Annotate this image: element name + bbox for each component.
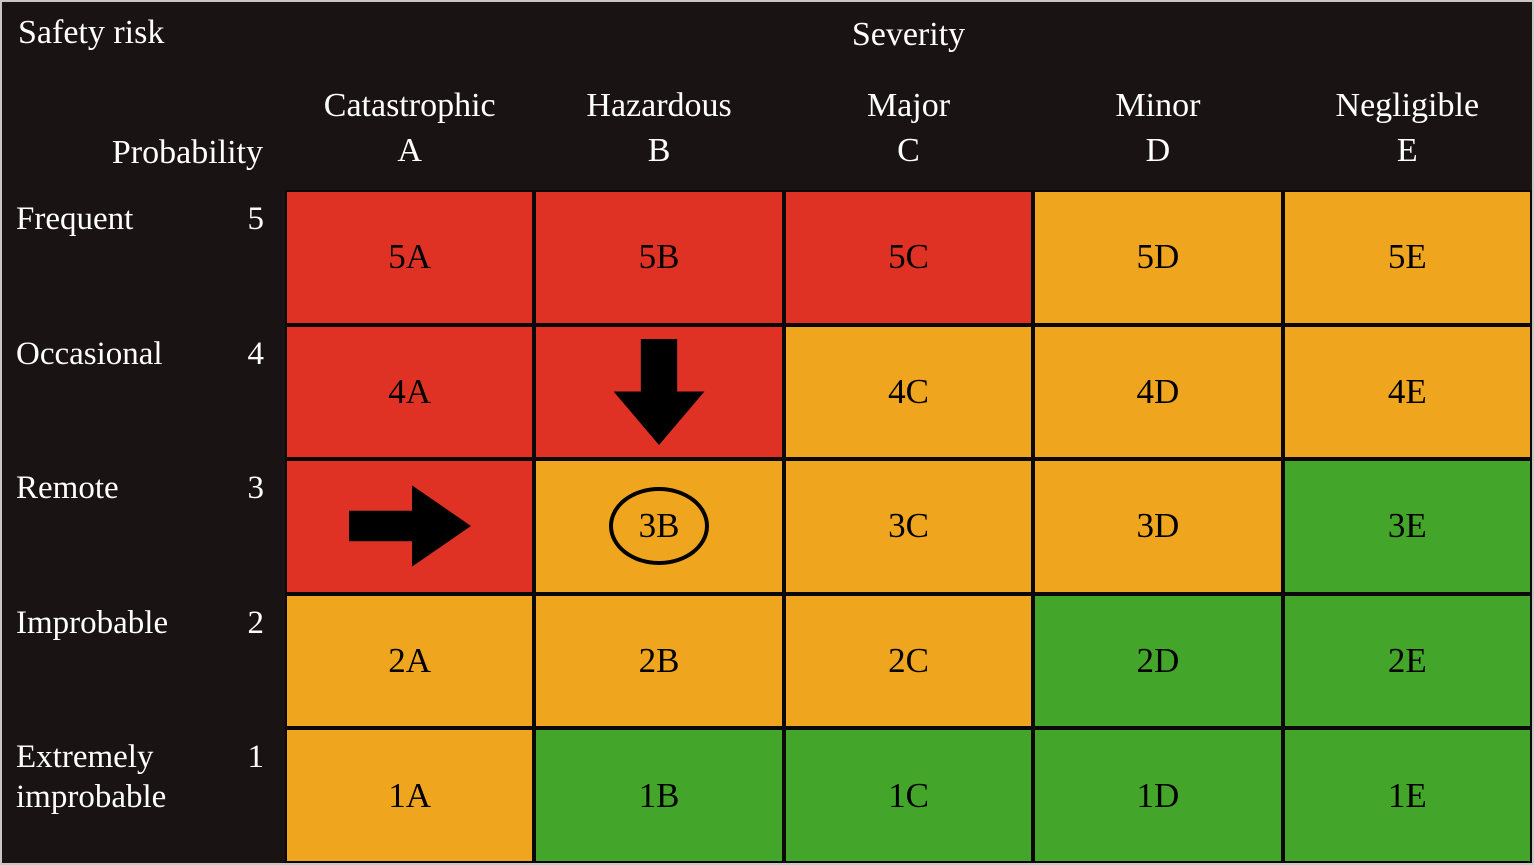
severity-category-name: Hazardous bbox=[586, 87, 732, 125]
column-header-b: Hazardous B bbox=[534, 2, 783, 190]
cell-label: 3C bbox=[888, 506, 929, 546]
matrix-cell-3d: 3D bbox=[1033, 459, 1283, 594]
cell-label: 2E bbox=[1387, 641, 1427, 681]
severity-category-name: Major bbox=[866, 87, 951, 125]
probability-axis-label: Probability bbox=[111, 134, 263, 171]
column-header-d: Minor D bbox=[1033, 2, 1282, 190]
probability-name: Improbable bbox=[16, 604, 169, 641]
page-title: Safety risk bbox=[18, 14, 165, 51]
matrix-cell-5d: 5D bbox=[1033, 190, 1283, 325]
cell-label: 3B bbox=[638, 506, 680, 546]
probability-number: 1 bbox=[247, 739, 265, 776]
severity-category-letter: B bbox=[647, 132, 671, 170]
row-label-5: Frequent 5 bbox=[2, 190, 285, 325]
cell-label: 4A bbox=[388, 371, 432, 411]
row-label-4: Occasional 4 bbox=[2, 325, 285, 460]
probability-number: 2 bbox=[247, 604, 265, 641]
cell-label: 1A bbox=[388, 775, 432, 815]
matrix-cell-3a bbox=[285, 459, 535, 594]
severity-category-letter: E bbox=[1396, 132, 1418, 170]
cell-label: 4C bbox=[888, 371, 929, 411]
matrix-cell-4b bbox=[534, 324, 784, 460]
probability-number: 4 bbox=[247, 335, 265, 372]
cell-label: 2B bbox=[638, 641, 680, 681]
circle-annotation: 3B bbox=[609, 487, 710, 566]
severity-category-letter: A bbox=[397, 132, 422, 170]
matrix-cell-5a: 5A bbox=[285, 190, 535, 325]
probability-name: Extremely improbable bbox=[16, 739, 167, 815]
matrix-cell-1b: 1B bbox=[534, 728, 784, 863]
matrix-cell-5c: 5C bbox=[783, 190, 1034, 325]
severity-category-letter: D bbox=[1145, 132, 1171, 170]
column-header-a: Catastrophic A bbox=[285, 2, 534, 190]
probability-number: 5 bbox=[247, 201, 265, 237]
matrix-cell-2a: 2A bbox=[285, 593, 535, 729]
cell-label: 2C bbox=[888, 641, 929, 681]
matrix-cell-2c: 2C bbox=[783, 593, 1034, 729]
cell-label: 1E bbox=[1387, 775, 1427, 815]
matrix-cell-1e: 1E bbox=[1282, 728, 1532, 863]
cell-label: 4D bbox=[1136, 371, 1180, 411]
down-arrow-icon bbox=[613, 338, 705, 445]
column-header-c: Major C bbox=[784, 2, 1033, 190]
probability-name: Occasional bbox=[16, 335, 163, 372]
matrix-cell-4e: 4E bbox=[1282, 324, 1532, 460]
matrix-cell-4c: 4C bbox=[783, 324, 1034, 460]
column-header-e: Negligible E bbox=[1283, 2, 1532, 190]
probability-number: 3 bbox=[247, 470, 265, 507]
cell-label: 2D bbox=[1136, 641, 1180, 681]
header-corner: Safety risk Probability bbox=[2, 2, 285, 190]
probability-name: Frequent bbox=[16, 201, 134, 237]
matrix-cell-3b: 3B bbox=[534, 459, 784, 594]
cell-label: 5B bbox=[638, 237, 680, 277]
cell-label: 5D bbox=[1136, 237, 1180, 277]
matrix-cell-4d: 4D bbox=[1033, 324, 1283, 460]
matrix-cell-5e: 5E bbox=[1282, 190, 1532, 325]
right-arrow-icon bbox=[348, 485, 471, 568]
row-label-3: Remote 3 bbox=[2, 459, 285, 594]
cell-label: 5E bbox=[1387, 237, 1427, 277]
cell-label: 1D bbox=[1136, 775, 1180, 815]
severity-category-name: Minor bbox=[1115, 87, 1201, 125]
cell-label: 2A bbox=[388, 641, 432, 681]
cell-label: 1C bbox=[888, 775, 929, 815]
matrix-cell-1a: 1A bbox=[285, 728, 535, 863]
matrix-cell-3c: 3C bbox=[783, 459, 1034, 594]
matrix-cell-5b: 5B bbox=[534, 190, 784, 325]
matrix-cell-2b: 2B bbox=[534, 593, 784, 729]
cell-label: 3D bbox=[1136, 506, 1180, 546]
matrix-cell-2d: 2D bbox=[1033, 593, 1283, 729]
matrix-cell-1d: 1D bbox=[1033, 728, 1283, 863]
severity-category-name: Negligible bbox=[1335, 87, 1480, 125]
probability-name: Remote bbox=[16, 470, 119, 507]
row-label-1: Extremely improbable 1 bbox=[2, 728, 285, 863]
cell-label: 4E bbox=[1387, 371, 1427, 411]
severity-category-name: Catastrophic bbox=[323, 87, 496, 125]
severity-category-letter: C bbox=[897, 132, 920, 170]
cell-label: 5A bbox=[388, 237, 432, 277]
matrix-cell-1c: 1C bbox=[783, 728, 1034, 863]
cell-label: 3E bbox=[1387, 506, 1427, 546]
row-label-2: Improbable 2 bbox=[2, 594, 285, 729]
matrix-cell-2e: 2E bbox=[1282, 593, 1532, 729]
cell-label: 1B bbox=[638, 775, 680, 815]
matrix-cell-3e: 3E bbox=[1282, 459, 1532, 594]
matrix-cell-4a: 4A bbox=[285, 324, 535, 460]
cell-label: 5C bbox=[888, 237, 929, 277]
